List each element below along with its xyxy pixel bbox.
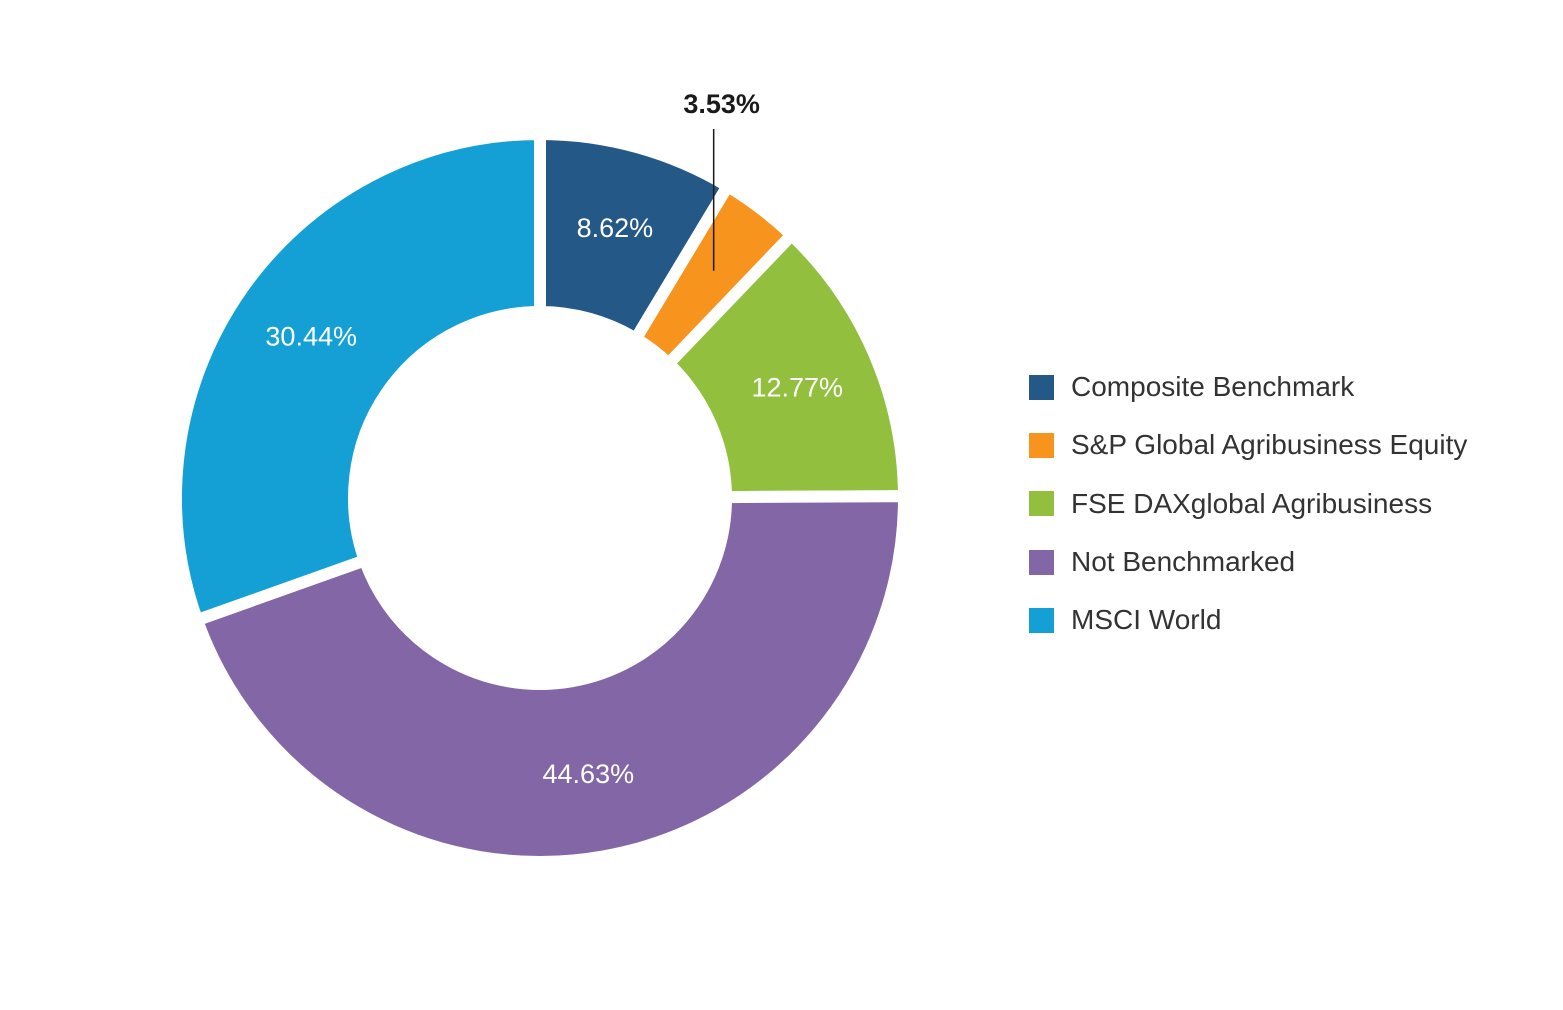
- chart-legend: Composite Benchmark S&P Global Agribusine…: [1029, 358, 1467, 649]
- legend-item-sandp-global-agribusiness-equity: S&P Global Agribusiness Equity: [1029, 416, 1467, 474]
- legend-item-msci-world: MSCI World: [1029, 591, 1467, 649]
- legend-label: FSE DAXglobal Agribusiness: [1071, 487, 1433, 519]
- legend-swatch: [1029, 491, 1054, 517]
- legend-swatch: [1029, 549, 1054, 575]
- slice-label-msci-world: 30.44%: [265, 322, 357, 352]
- legend-item-fse-daxglobal-agribusiness: FSE DAXglobal Agribusiness: [1029, 475, 1467, 533]
- legend-swatch: [1029, 432, 1054, 458]
- slice-label-fse-daxglobal-agribusiness: 12.77%: [751, 372, 843, 402]
- legend-label: Not Benchmarked: [1071, 546, 1296, 578]
- slice-fse-daxglobal-agribusiness: [660, 226, 911, 504]
- legend-label: Composite Benchmark: [1071, 371, 1355, 403]
- slice-label-composite-benchmark: 8.62%: [577, 213, 654, 243]
- legend-label: S&P Global Agribusiness Equity: [1071, 429, 1468, 461]
- legend-item-composite-benchmark: Composite Benchmark: [1029, 358, 1467, 416]
- slice-label-not-benchmarked: 44.63%: [543, 759, 635, 789]
- legend-item-not-benchmarked: Not Benchmarked: [1029, 533, 1467, 591]
- legend-label: MSCI World: [1071, 604, 1222, 636]
- slice-not-benchmarked: [189, 490, 910, 868]
- slice-label-sandp-global-agribusiness-equity: 3.53%: [683, 89, 760, 119]
- legend-swatch: [1029, 374, 1054, 400]
- donut-slices: [170, 127, 911, 868]
- slice-msci-world: [170, 127, 546, 628]
- slice-labels: 8.62% 3.53% 12.77% 44.63% 30.44%: [265, 89, 843, 789]
- legend-swatch: [1029, 607, 1054, 633]
